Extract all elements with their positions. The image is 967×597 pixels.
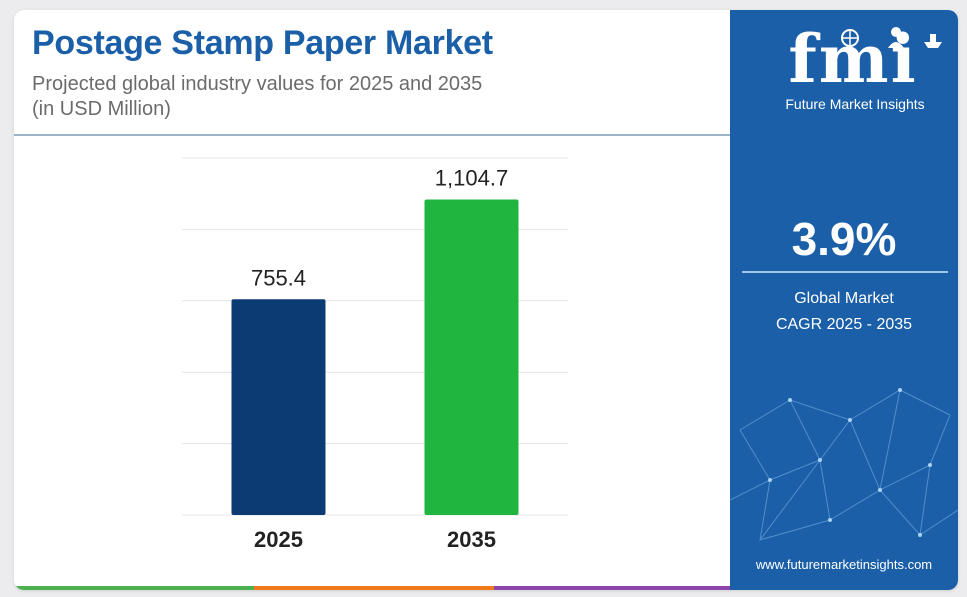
subtitle-line-1: Projected global industry values for 202… — [32, 73, 483, 95]
cagr-divider — [742, 271, 948, 273]
fmi-logo: fmi — [788, 20, 918, 98]
page-subtitle: Projected global industry values for 202… — [32, 72, 632, 122]
infographic-card: Postage Stamp Paper Market Projected glo… — [14, 10, 958, 590]
cagr-value: 3.9% — [791, 213, 897, 265]
network-graphic — [730, 388, 958, 541]
bottom-bar-purple — [494, 586, 730, 590]
bar-2025 — [231, 299, 326, 515]
x-tick-2035: 2035 — [447, 527, 496, 552]
globe-icon — [841, 29, 859, 47]
subtitle-line-2: (in USD Million) — [32, 98, 171, 120]
bottom-color-bar — [14, 586, 730, 590]
person-icon — [888, 27, 904, 48]
bottom-bar-orange — [254, 586, 494, 590]
ship-icon — [924, 34, 942, 48]
page-title: Postage Stamp Paper Market — [32, 24, 493, 62]
cagr-label: Global Market CAGR 2025 - 2035 — [730, 286, 958, 338]
cagr-label-line-1: Global Market — [794, 290, 894, 307]
bar-2035 — [424, 199, 519, 515]
data-label-2025: 755.4 — [251, 265, 306, 290]
bottom-bar-green — [14, 586, 254, 590]
header-divider — [14, 134, 730, 136]
bar-chart: 755.4 2025 1,104.7 2035 — [182, 157, 568, 552]
x-tick-2025: 2025 — [254, 527, 303, 552]
website-link[interactable]: www.futuremarketinsights.com — [755, 557, 933, 572]
brand-name: Future Market Insights — [785, 96, 925, 112]
logo-icons — [841, 27, 942, 48]
cagr-label-line-2: CAGR 2025 - 2035 — [775, 316, 913, 333]
data-label-2035: 1,104.7 — [435, 165, 508, 190]
sidebar-panel: fmi Future Market Insights 3.9% Global M… — [730, 10, 958, 590]
